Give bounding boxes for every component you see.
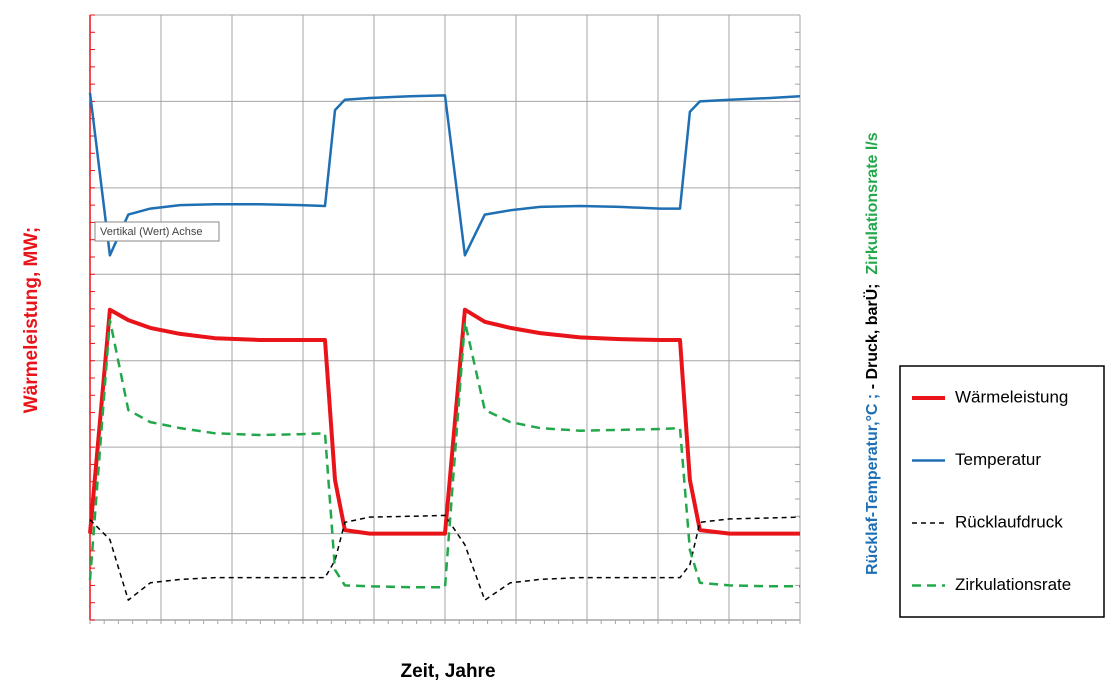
y2-label-temp: Rücklaf-Temperatur,°C ; [864,394,881,575]
y2-label-rate: Zirkulationsrate l/s [864,132,881,283]
y2-axis-label: Rücklaf-Temperatur,°C ; - Druck, barÜ; Z… [862,132,881,575]
y-axis-label: Wärmeleistung, MW; [21,227,42,414]
series-line [88,318,800,589]
series-line [88,307,800,536]
legend-label: Wärmeleistung [955,387,1068,406]
tooltip: Vertikal (Wert) Achse [100,226,203,238]
legend-label: Zirkulationsrate [955,575,1071,594]
plot-area [88,14,801,624]
legend-label: Temperatur [955,450,1041,469]
y2-label-druck: - Druck, barÜ; [862,284,881,394]
legend-label: Rücklaufdruck [955,512,1063,531]
legend-box [899,365,1105,618]
tooltip-box [94,221,220,242]
x-axis-label: Zeit, Jahre [400,661,495,682]
series-line [89,514,801,601]
series-line [88,92,801,257]
legend: Wärmeleistung Temperatur Rücklaufdruck Zirk… [912,387,1071,594]
